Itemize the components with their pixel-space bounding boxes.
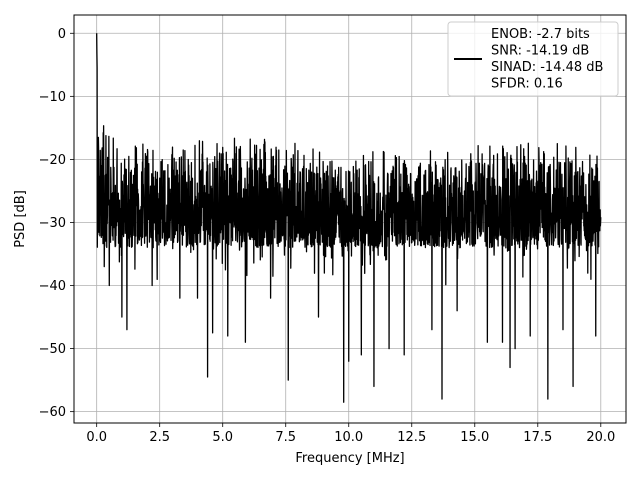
x-tick-label: 15.0	[460, 430, 489, 445]
x-tick-label: 10.0	[334, 430, 363, 445]
legend: ENOB: -2.7 bits SNR: -14.19 dB SINAD: -1…	[447, 21, 619, 97]
legend-sfdr: SFDR: 0.16	[491, 77, 563, 92]
x-tick-label: 17.5	[523, 430, 552, 445]
legend-enob: ENOB: -2.7 bits	[491, 27, 590, 42]
x-axis-label: Frequency [MHz]	[295, 451, 404, 466]
x-tick-label: 20.0	[586, 430, 615, 445]
y-tick-label: −10	[39, 90, 66, 105]
legend-sinad: SINAD: -14.48 dB	[491, 60, 603, 75]
y-tick-label: −20	[39, 153, 66, 168]
x-tick-label: 5.0	[212, 430, 233, 445]
y-tick-label: −30	[39, 216, 66, 231]
y-tick-label: −40	[39, 279, 66, 294]
psd-series-line	[96, 33, 602, 403]
y-tick-label: −50	[39, 342, 66, 357]
x-tick-label: 7.5	[275, 430, 296, 445]
y-axis-label: PSD [dB]	[13, 190, 28, 248]
y-tick-label: 0	[58, 27, 66, 42]
legend-snr: SNR: -14.19 dB	[491, 44, 589, 59]
y-tick-label: −60	[39, 405, 66, 420]
x-tick-label: 0.0	[86, 430, 107, 445]
legend-box	[447, 21, 619, 97]
series-group	[96, 33, 602, 403]
x-tick-label: 2.5	[149, 430, 170, 445]
axes-frame	[73, 14, 627, 424]
ticks: 0.0 2.5 5.0 7.5 10.0 12.5 15.0 17.5 20.0 0 −10 −20 −…	[39, 27, 616, 445]
x-tick-label: 12.5	[397, 430, 426, 445]
